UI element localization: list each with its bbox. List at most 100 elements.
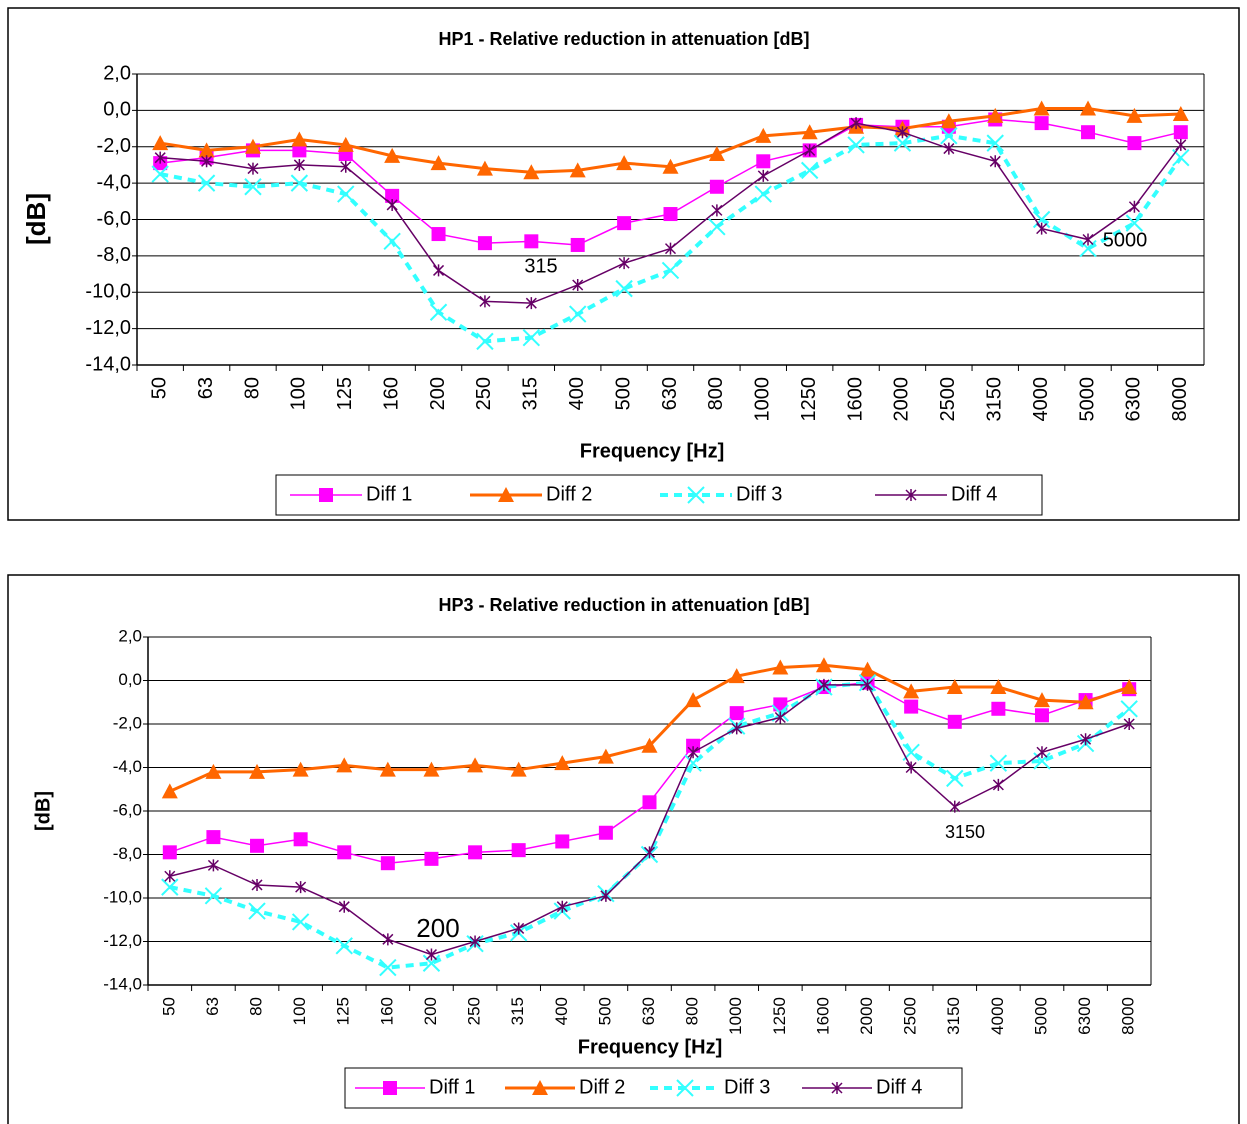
data-point <box>430 155 447 171</box>
data-point <box>1034 116 1049 131</box>
x-tick-label: 2500 <box>901 997 920 1035</box>
x-tick-label: 2000 <box>891 377 913 422</box>
x-tick-label: 800 <box>705 377 727 410</box>
data-point <box>513 922 525 935</box>
y-tick-label: -6,0 <box>97 208 131 230</box>
y-tick-label: 0,0 <box>103 99 131 121</box>
data-point <box>336 757 353 773</box>
data-point <box>379 761 396 777</box>
x-tick-label: 6300 <box>1123 377 1145 422</box>
data-point <box>940 113 957 129</box>
y-tick-label: -12,0 <box>103 931 142 950</box>
y-axis-title: [dB] <box>21 193 51 245</box>
data-point <box>291 913 310 931</box>
data-point <box>510 761 527 777</box>
data-point <box>338 900 350 913</box>
data-point <box>904 699 919 714</box>
data-point <box>1128 200 1140 213</box>
x-tick-label: 1000 <box>726 997 745 1035</box>
data-point <box>616 155 633 171</box>
data-point <box>524 234 539 249</box>
data-point <box>1080 733 1092 746</box>
data-point <box>295 881 307 894</box>
y-tick-label: 2,0 <box>103 62 131 84</box>
data-point <box>800 161 819 180</box>
data-point <box>618 257 630 270</box>
legend-label: Diff 3 <box>724 1076 770 1098</box>
data-point <box>754 185 772 203</box>
data-point <box>248 902 266 920</box>
data-point <box>1036 222 1048 235</box>
data-point <box>251 878 263 891</box>
data-point <box>1080 100 1097 116</box>
data-point <box>818 678 830 691</box>
data-point <box>429 303 448 321</box>
data-point <box>940 127 958 145</box>
data-point <box>523 164 540 180</box>
data-point <box>1033 100 1050 116</box>
data-point <box>379 958 397 977</box>
y-tick-label: 0,0 <box>118 670 142 689</box>
data-point <box>663 207 678 222</box>
x-tick-label: 200 <box>427 377 449 410</box>
data-point <box>555 834 570 849</box>
data-point <box>383 232 401 251</box>
legend-marker <box>532 1080 548 1095</box>
data-point <box>244 138 261 154</box>
legend-marker <box>676 1079 694 1097</box>
legend-label: Diff 2 <box>546 483 592 505</box>
data-point <box>569 162 586 178</box>
data-point <box>433 264 445 277</box>
data-point <box>708 218 726 236</box>
y-tick-label: -4,0 <box>113 757 142 776</box>
x-tick-label: 1250 <box>798 377 820 422</box>
data-point <box>384 147 401 163</box>
x-tick-label: 2500 <box>937 377 959 422</box>
legend-label: Diff 1 <box>366 483 412 505</box>
data-point <box>423 761 440 777</box>
x-tick-label: 250 <box>465 997 484 1025</box>
data-point <box>337 185 355 203</box>
y-tick-label: -2,0 <box>97 135 131 157</box>
data-point <box>554 755 571 771</box>
annotation: 5000 <box>1103 229 1148 251</box>
data-point <box>385 188 400 203</box>
chart-title: HP1 - Relative reduction in attenuation … <box>438 29 809 49</box>
data-point <box>903 683 920 699</box>
x-tick-label: 160 <box>377 997 396 1025</box>
chart-frame <box>7 574 1240 1124</box>
x-tick-label: 63 <box>203 997 222 1016</box>
data-point <box>946 769 964 788</box>
x-axis-title: Frequency [Hz] <box>578 1036 722 1058</box>
legend-label: Diff 4 <box>876 1076 922 1098</box>
data-point <box>642 795 657 810</box>
data-point <box>685 692 702 708</box>
data-point <box>943 142 955 155</box>
data-point <box>292 143 307 158</box>
data-point <box>987 107 1004 123</box>
data-point <box>422 954 441 972</box>
x-tick-label: 5000 <box>1076 377 1098 422</box>
x-tick-label: 315 <box>520 377 542 410</box>
data-point <box>989 754 1008 772</box>
legend-label: Diff 1 <box>429 1076 475 1098</box>
data-point <box>896 126 908 139</box>
data-point <box>687 746 699 759</box>
data-point <box>946 679 963 695</box>
data-point <box>757 169 769 182</box>
data-point <box>476 332 494 351</box>
x-tick-label: 500 <box>595 997 614 1025</box>
data-point <box>617 216 632 231</box>
x-tick-label: 8000 <box>1169 377 1191 422</box>
x-tick-label: 4000 <box>1030 377 1052 422</box>
data-point <box>804 144 816 157</box>
data-point <box>205 763 222 779</box>
data-point <box>382 933 394 946</box>
data-point <box>684 754 702 772</box>
data-point <box>1033 692 1050 708</box>
x-tick-label: 63 <box>195 377 217 399</box>
legend-marker <box>319 488 333 502</box>
data-point <box>164 870 176 883</box>
y-tick-label: -2,0 <box>113 713 142 732</box>
data-point <box>1173 125 1188 140</box>
